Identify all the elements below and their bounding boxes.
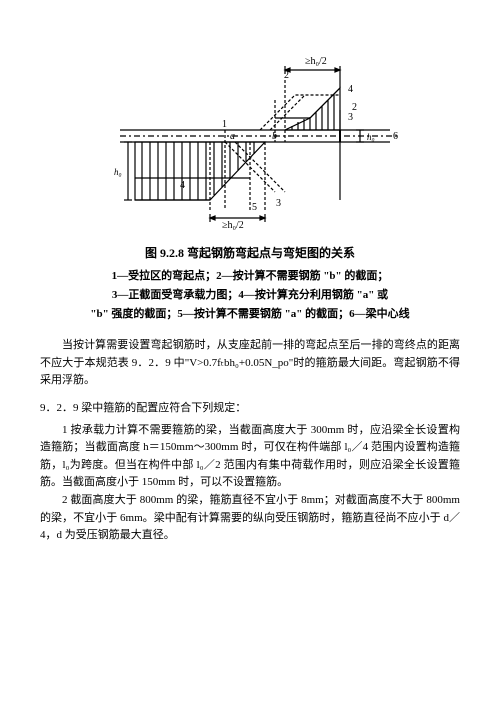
label-b: b <box>272 131 277 142</box>
label-h0-left: h₀ <box>114 167 122 177</box>
legend-line-1: 1—受拉区的弯起点；2—按计算不需要钢筋 "b" 的截面； <box>40 267 460 286</box>
callout-6: 6 <box>393 131 398 142</box>
callout-4a: 4 <box>180 180 185 191</box>
label-a: a <box>230 131 235 142</box>
diagram-svg: ≥h₀/2 ≥h₀/2 a b h₀ h₀ 1 2 3 4 4 5 6 2 3 <box>100 40 400 230</box>
bottom-dim-label: ≥h₀/2 <box>222 220 244 230</box>
figure-caption: 图 9.2.8 弯起钢筋弯起点与弯矩图的关系 <box>40 244 460 263</box>
callout-5: 5 <box>252 202 257 213</box>
callout-1: 1 <box>222 119 227 130</box>
legend-line-2: 3—正截面受弯承载力图；4—按计算充分利用钢筋 "a" 或 <box>40 286 460 305</box>
paragraph-1: 当按计算需要设置弯起钢筋时，从支座起前一排的弯起点至后一排的弯终点的距离不应大于… <box>40 337 460 390</box>
section-9-2-9: 9．2．9 梁中箍筋的配置应符合下列规定： <box>40 400 460 418</box>
item-1: 1 按承载力计算不需要箍筋的梁，当截面高度大于 300mm 时，应沿梁全长设置构… <box>40 422 460 492</box>
callout-3b: 3 <box>348 112 353 123</box>
figure-legend: 1—受拉区的弯起点；2—按计算不需要钢筋 "b" 的截面； 3—正截面受弯承载力… <box>40 267 460 323</box>
figure-9-2-8: ≥h₀/2 ≥h₀/2 a b h₀ h₀ 1 2 3 4 4 5 6 2 3 <box>40 40 460 230</box>
label-h0: h₀ <box>367 132 375 142</box>
top-dim-label: ≥h₀/2 <box>305 56 327 67</box>
callout-2: 2 <box>284 70 289 81</box>
legend-line-3: "b" 强度的截面；5—按计算不需要钢筋 "a" 的截面；6—梁中心线 <box>40 305 460 324</box>
callout-4b: 4 <box>348 84 353 95</box>
callout-3: 3 <box>276 198 281 209</box>
item-2: 2 截面高度大于 800mm 的梁，箍筋直径不宜小于 8mm；对截面高度不大于 … <box>40 492 460 545</box>
